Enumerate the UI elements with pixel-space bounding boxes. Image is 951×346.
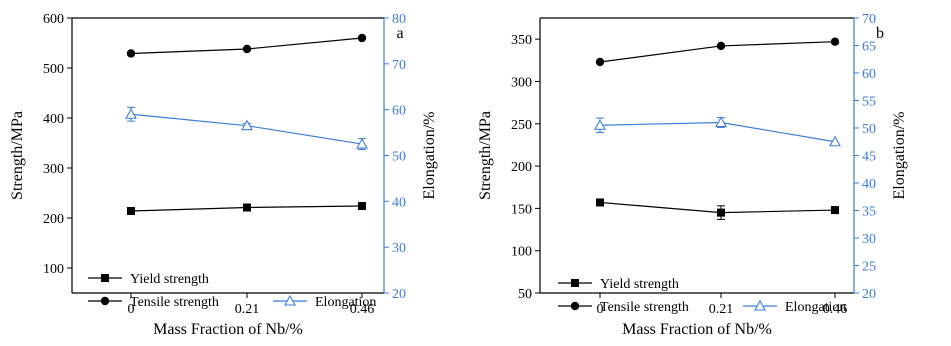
y-tick-label: 350 xyxy=(511,33,532,48)
panel-letter: b xyxy=(876,25,884,42)
y-right-tick-label: 20 xyxy=(392,287,406,302)
x-tick-label: 0.21 xyxy=(709,302,734,317)
y-right-tick-label: 50 xyxy=(862,122,876,137)
y-tick-label: 50 xyxy=(518,287,532,302)
y-tick-label: 100 xyxy=(511,245,532,260)
y-right-tick-label: 35 xyxy=(862,205,876,220)
series-circle xyxy=(595,37,840,67)
legend-label: Tensile strength xyxy=(130,295,219,310)
y-right-tick-label: 20 xyxy=(862,287,876,302)
x-tick-label: 0 xyxy=(597,302,604,317)
data-point-square xyxy=(127,207,135,215)
y-right-tick-label: 50 xyxy=(392,150,406,165)
data-point-circle xyxy=(716,41,726,51)
data-point-square xyxy=(358,202,366,210)
y-tick-label: 200 xyxy=(43,212,64,227)
data-point-circle xyxy=(830,37,840,46)
y-tick-label: 400 xyxy=(43,112,64,127)
data-point-circle xyxy=(242,44,252,54)
y-tick-label: 250 xyxy=(511,118,532,133)
y-axis-title: Strength/MPa xyxy=(477,111,494,200)
legend-label: Tensile strength xyxy=(600,300,689,315)
data-point-triangle xyxy=(356,137,368,149)
legend-marker-square xyxy=(101,274,109,282)
x-tick-label: 0 xyxy=(128,302,135,317)
series-square xyxy=(596,198,839,220)
data-point-square xyxy=(596,198,604,207)
legend-marker-circle xyxy=(570,301,580,311)
data-point-circle xyxy=(595,57,605,67)
y-right-tick-label: 55 xyxy=(862,95,876,110)
x-axis-title: Mass Fraction of Nb/% xyxy=(153,321,303,338)
series-circle xyxy=(126,33,367,58)
legend-label: Elongation xyxy=(785,300,846,315)
y-tick-label: 500 xyxy=(43,62,64,77)
y-right-axis-title: Elongation/% xyxy=(891,112,908,200)
y-right-tick-label: 80 xyxy=(392,12,406,27)
legend-label: Yield strength xyxy=(130,272,209,287)
series-square xyxy=(127,202,366,215)
y-tick-label: 300 xyxy=(43,162,64,177)
data-point-square xyxy=(831,206,839,215)
x-tick-label: 0.46 xyxy=(350,302,375,317)
data-point-triangle xyxy=(594,119,606,130)
y-right-tick-label: 25 xyxy=(862,260,876,275)
y-right-tick-label: 60 xyxy=(862,67,876,82)
y-right-tick-label: 40 xyxy=(862,177,876,192)
data-point-circle xyxy=(126,49,136,58)
y-right-tick-label: 30 xyxy=(392,241,406,256)
legend-label: Elongation xyxy=(315,295,376,310)
y-tick-label: 600 xyxy=(43,12,64,27)
legend-marker-triangle xyxy=(284,294,296,306)
y-axis-title: Strength/MPa xyxy=(9,111,26,200)
y-tick-label: 100 xyxy=(43,262,64,277)
y-right-axis-title: Elongation/% xyxy=(421,112,438,200)
y-tick-label: 200 xyxy=(511,160,532,175)
data-point-circle xyxy=(357,33,367,43)
y-right-tick-label: 70 xyxy=(392,58,406,73)
y-right-tick-label: 60 xyxy=(392,104,406,119)
y-right-tick-label: 30 xyxy=(862,232,876,247)
y-tick-label: 150 xyxy=(511,202,532,217)
y-right-tick-label: 65 xyxy=(862,40,876,55)
x-tick-label: 0.46 xyxy=(823,302,848,317)
x-tick-label: 0.21 xyxy=(235,302,260,317)
legend-marker-triangle xyxy=(754,299,766,311)
y-tick-label: 300 xyxy=(511,75,532,90)
data-point-square xyxy=(243,203,251,212)
data-point-triangle xyxy=(241,119,253,131)
y-right-tick-label: 45 xyxy=(862,150,876,165)
legend: Yield strength Tensile strength Elongation xyxy=(88,272,376,310)
series-triangle xyxy=(594,116,841,147)
panel-letter: a xyxy=(396,25,403,42)
legend: Yield strength Tensile strength Elongation xyxy=(558,277,846,315)
data-point-triangle xyxy=(125,108,137,119)
x-axis-title: Mass Fraction of Nb/% xyxy=(622,321,772,338)
chart-panel-b: 50 100 150 200 250 300 350 20 25 30 35 40 45 50 55 60 65… xyxy=(477,12,908,338)
legend-marker-circle xyxy=(100,296,110,306)
legend-marker-square xyxy=(571,279,579,287)
series-triangle xyxy=(125,106,368,151)
data-point-triangle xyxy=(715,116,727,128)
data-point-triangle xyxy=(829,135,841,147)
y-right-tick-label: 40 xyxy=(392,195,406,210)
y-right-tick-label: 70 xyxy=(862,12,876,27)
chart-panel-a: 100 200 300 400 500 600 20 30 40 50 60 70 80 0 0.21 0.4… xyxy=(9,12,438,338)
legend-label: Yield strength xyxy=(600,277,679,292)
data-point-square xyxy=(717,208,725,217)
